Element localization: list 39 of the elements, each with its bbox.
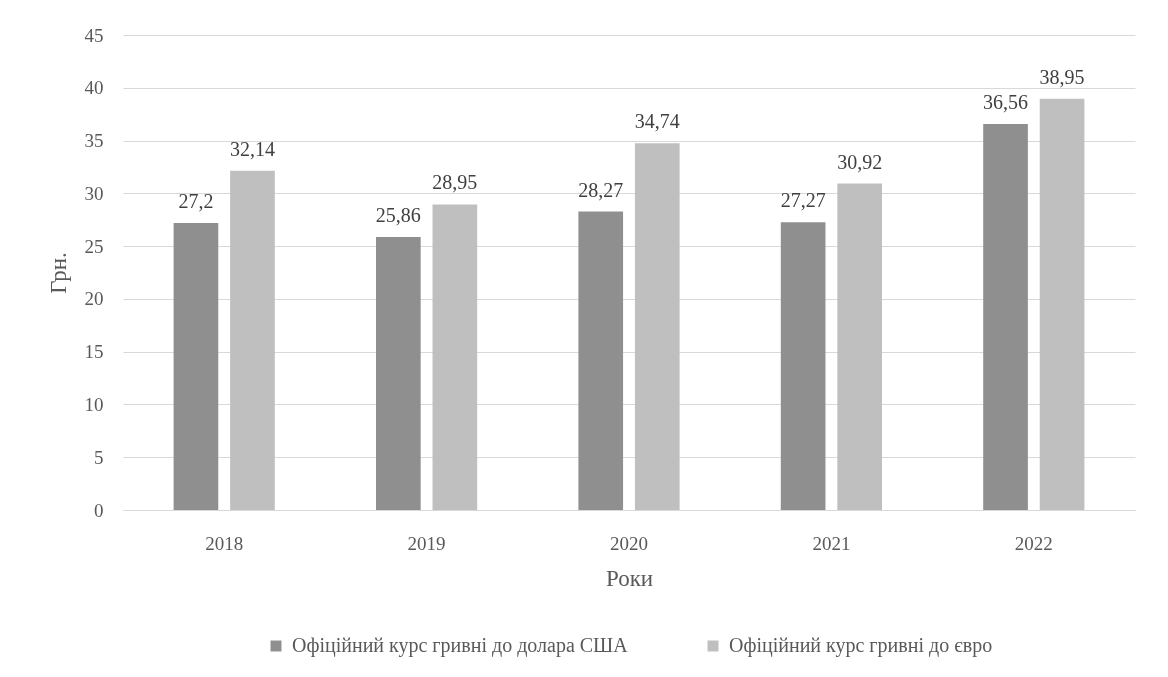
x-tick-label: 2019 [407, 532, 446, 554]
data-label: 38,95 [1039, 65, 1085, 88]
bar [376, 237, 421, 510]
y-tick-label: 10 [84, 393, 104, 415]
bar [578, 211, 624, 510]
bar [983, 124, 1028, 510]
x-tick-label: 2021 [812, 532, 851, 554]
bar [230, 170, 275, 510]
data-label: 34,74 [634, 110, 680, 133]
data-label: 27,27 [780, 189, 826, 212]
y-tick-label: 45 [84, 24, 104, 46]
bar [837, 183, 882, 510]
y-tick-label: 0 [94, 499, 104, 521]
bar [432, 204, 478, 510]
data-label: 25,86 [375, 204, 421, 227]
legend-label: Офіційний курс гривні до долара США [292, 634, 629, 657]
y-tick-label: 5 [94, 446, 104, 468]
data-label: 28,95 [432, 171, 478, 194]
y-tick-label: 30 [84, 182, 104, 204]
y-tick-label: 40 [84, 77, 104, 99]
legend-label: Офіційний курс гривні до євро [729, 634, 993, 657]
x-tick-label: 2018 [205, 532, 244, 554]
bar [173, 222, 219, 510]
bar [780, 222, 826, 510]
data-label: 32,14 [229, 137, 275, 160]
bar [634, 143, 680, 510]
y-tick-label: 15 [84, 341, 104, 363]
bar [1039, 98, 1085, 510]
x-tick-label: 2022 [1014, 532, 1053, 554]
y-tick-label: 25 [84, 235, 104, 257]
data-label: 27,2 [178, 189, 214, 212]
data-label: 28,27 [578, 178, 624, 201]
x-tick-label: 2020 [610, 532, 648, 554]
y-tick-label: 20 [84, 288, 104, 310]
x-axis-title: Роки [605, 565, 654, 591]
y-axis-title: Грн. [45, 252, 71, 294]
data-label: 36,56 [983, 91, 1029, 114]
y-tick-label: 35 [84, 130, 104, 152]
data-label: 30,92 [837, 150, 883, 173]
